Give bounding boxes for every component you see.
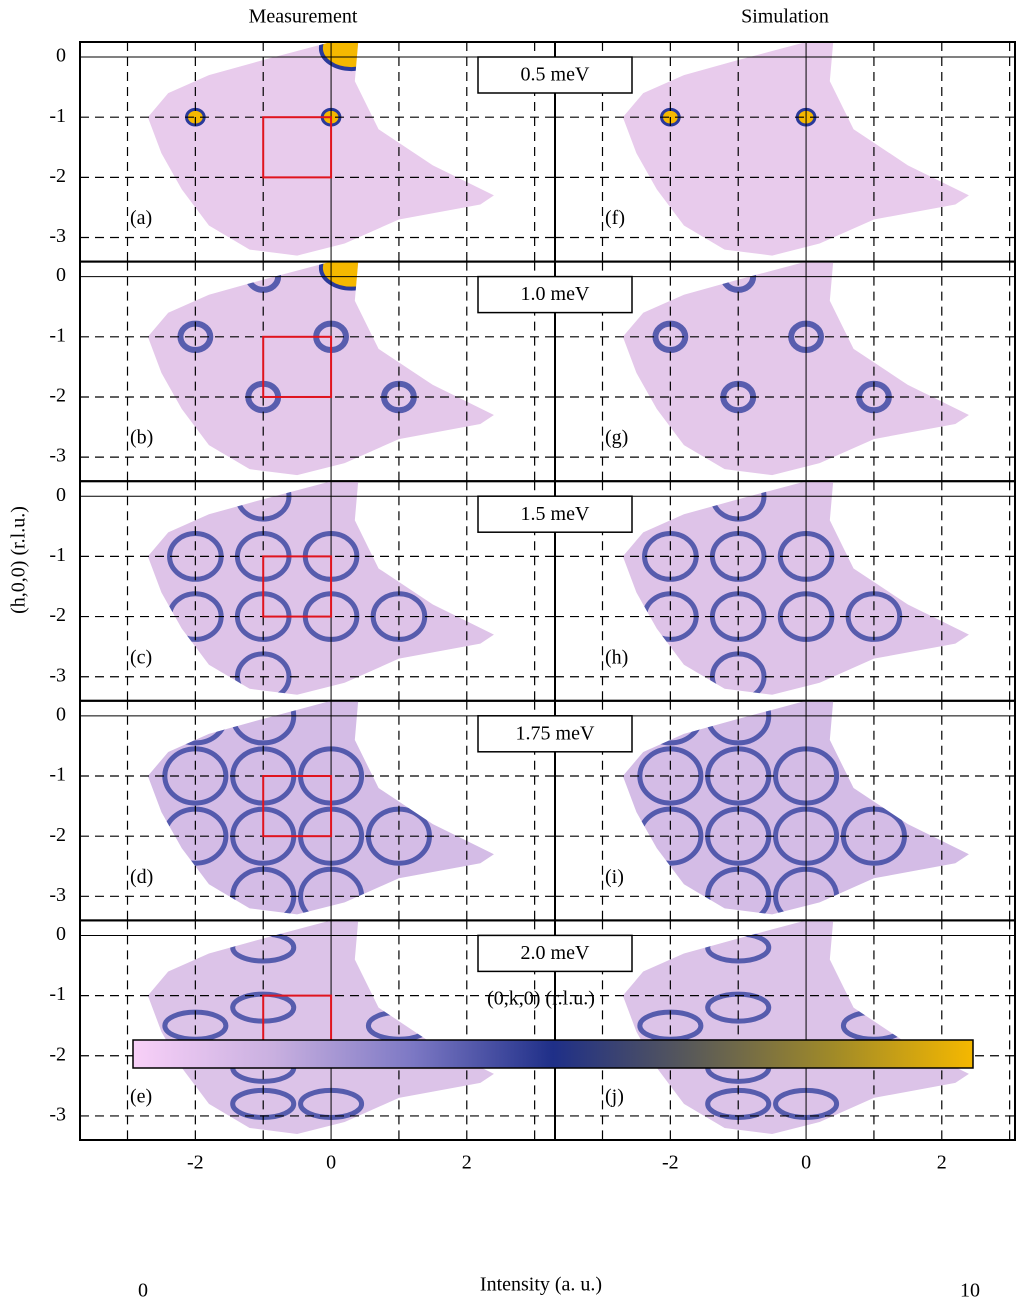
colorbar [133, 1040, 973, 1068]
y-tick-label: -3 [49, 445, 66, 467]
x-tick-label: -2 [187, 1152, 204, 1174]
energy-label: 1.5 meV [521, 503, 590, 525]
x-tick-label: 0 [801, 1152, 811, 1174]
y-tick-label: 0 [56, 923, 66, 945]
y-tick-label: -1 [49, 764, 66, 786]
panel-label: (b) [130, 427, 153, 449]
panel-label: (d) [130, 866, 153, 888]
panel-label: (a) [130, 207, 152, 229]
y-tick-label: 0 [56, 264, 66, 286]
column-title: Simulation [741, 6, 829, 28]
x-tick-label: 2 [937, 1152, 947, 1174]
intensity-spot [321, 27, 382, 69]
y-tick-label: -2 [49, 385, 66, 407]
y-tick-label: -3 [49, 884, 66, 906]
y-tick-label: -3 [49, 225, 66, 247]
y-tick-label: 0 [56, 484, 66, 506]
colorbar-label: Intensity (a. u.) [480, 1274, 602, 1296]
y-tick-label: -2 [49, 824, 66, 846]
y-tick-label: -2 [49, 604, 66, 626]
panel-label: (j) [605, 1085, 624, 1107]
energy-label: 1.75 meV [516, 722, 595, 744]
y-tick-label: 0 [56, 45, 66, 67]
panel-label: (e) [130, 1085, 152, 1107]
panel-label: (i) [605, 866, 624, 888]
y-tick-label: -3 [49, 664, 66, 686]
y-tick-label: -1 [49, 983, 66, 1005]
x-tick-label: 2 [462, 1152, 472, 1174]
y-tick-label: -2 [49, 1043, 66, 1065]
y-tick-label: -1 [49, 544, 66, 566]
y-tick-label: -3 [49, 1104, 66, 1126]
x-axis-label: (0,k,0) (r.l.u.) [487, 988, 595, 1010]
energy-label: 2.0 meV [521, 942, 590, 964]
y-axis-label: (h,0,0) (r.l.u.) [8, 506, 30, 614]
column-title: Measurement [249, 6, 358, 28]
y-tick-label: -1 [49, 105, 66, 127]
y-tick-label: -1 [49, 324, 66, 346]
panel-label: (h) [605, 646, 628, 668]
energy-label: 0.5 meV [521, 64, 590, 86]
panel-label: (g) [605, 427, 628, 449]
y-tick-label: -2 [49, 165, 66, 187]
y-tick-label: 0 [56, 703, 66, 725]
x-tick-label: -2 [662, 1152, 679, 1174]
colorbar-tick-label: 0 [138, 1280, 148, 1302]
energy-label: 1.0 meV [521, 283, 590, 305]
x-tick-label: 0 [326, 1152, 336, 1174]
intensity-spot [321, 247, 382, 289]
panel-label: (c) [130, 646, 152, 668]
colorbar-tick-label: 10 [960, 1280, 980, 1302]
figure: Measurement Simulation (0,k,0) (r.l.u.) … [0, 0, 1019, 1303]
panel-label: (f) [605, 207, 625, 229]
